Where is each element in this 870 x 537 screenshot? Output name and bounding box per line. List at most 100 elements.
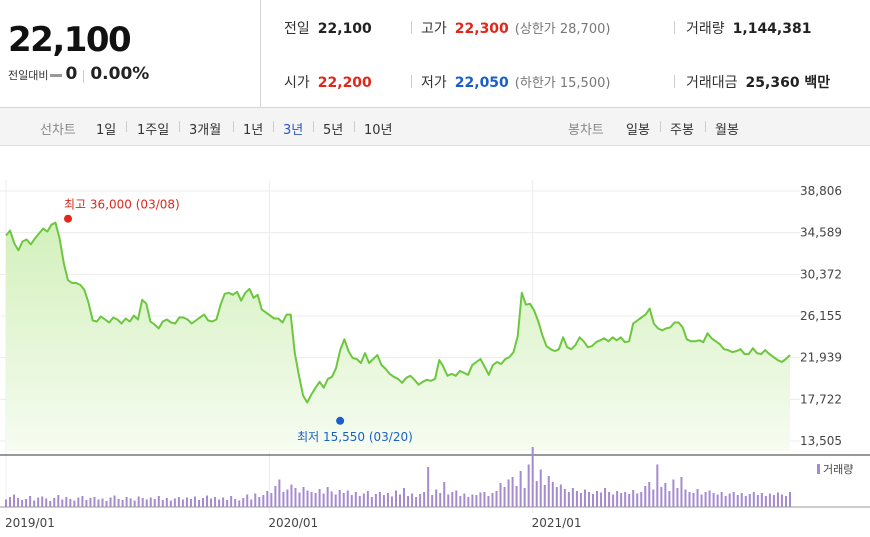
tab-daily[interactable]: 일봉: [626, 123, 650, 138]
volume-bar: [684, 489, 687, 507]
volume-bar: [314, 493, 317, 507]
volume-bar: [234, 499, 237, 507]
upper-limit: (상한가 28,700): [514, 22, 611, 37]
candle-chart-label: 봉차트: [568, 123, 604, 138]
volume-bar: [117, 499, 120, 507]
tab-5y[interactable]: 5년: [323, 123, 344, 138]
tab-1d[interactable]: 1일: [96, 123, 117, 138]
current-price: 22,100: [8, 20, 132, 60]
volume-bar: [173, 498, 176, 507]
volume-bar: [73, 500, 76, 507]
divider: [354, 121, 355, 132]
stat-low: 저가 22,050 (하한가 15,500): [421, 72, 610, 92]
volume-bar: [467, 497, 470, 507]
volume-bar: [77, 497, 80, 507]
volume-bar: [604, 488, 607, 507]
volume-bar: [571, 488, 574, 507]
volume-bar: [21, 500, 24, 507]
volume-bar: [306, 490, 309, 507]
y-tick-label: 26,155: [800, 309, 842, 323]
tab-10y[interactable]: 10년: [364, 123, 393, 138]
volume-bar: [185, 497, 188, 507]
volume-bar: [519, 471, 522, 507]
volume-bar: [471, 494, 474, 507]
stat-label: 고가: [421, 21, 447, 37]
volume-bar: [378, 492, 381, 507]
volume-bar: [41, 496, 44, 507]
tab-3m[interactable]: 3개월: [189, 123, 222, 138]
divider: [126, 121, 127, 132]
volume-bar: [523, 488, 526, 507]
volume-bar: [242, 498, 245, 507]
volume-bar: [210, 498, 213, 507]
volume-bar: [660, 487, 663, 507]
volume-bar: [463, 493, 466, 507]
high-label: 최고 36,000 (03/08): [64, 198, 180, 212]
volume-bar: [399, 494, 402, 507]
lower-limit: (하한가 15,500): [514, 76, 611, 91]
volume-bar: [427, 467, 430, 507]
volume-bar: [547, 476, 550, 507]
volume-bar: [25, 499, 28, 507]
volume-bar: [555, 487, 558, 507]
volume-bar: [266, 491, 269, 507]
volume-bar: [764, 496, 767, 507]
volume-bar: [756, 495, 759, 507]
volume-bar: [403, 488, 406, 507]
volume-bar: [644, 486, 647, 507]
divider: [233, 121, 234, 132]
volume-bar: [415, 497, 418, 507]
volume-bar: [274, 486, 277, 507]
volume-bar: [728, 493, 731, 507]
stat-value: 22,100: [317, 21, 372, 37]
volume-bar: [169, 500, 172, 507]
divider: [411, 21, 412, 34]
y-tick-label: 30,372: [800, 267, 842, 281]
volume-bar: [125, 497, 128, 507]
stat-value: 25,360 백만: [745, 75, 831, 91]
volume-bar: [358, 496, 361, 507]
stat-value: 22,300: [454, 21, 509, 37]
change-row: 전일대비 0 0.00%: [8, 64, 149, 84]
volume-bar: [752, 492, 755, 507]
stat-label: 거래대금: [686, 75, 738, 91]
tab-1w[interactable]: 1주일: [137, 123, 170, 138]
tab-3y[interactable]: 3년: [283, 123, 304, 138]
volume-bar: [238, 500, 241, 507]
volume-bar: [89, 498, 92, 507]
volume-bar: [712, 493, 715, 507]
volume-bar: [262, 495, 265, 507]
divider: [674, 21, 675, 34]
volume-bar: [390, 496, 393, 507]
high-label-date: (03/08): [136, 198, 180, 212]
stat-value: 1,144,381: [732, 21, 812, 37]
volume-bar: [121, 500, 124, 507]
price-line: [5, 221, 791, 404]
stat-value: 22,200: [317, 75, 372, 91]
volume-bar: [69, 499, 72, 507]
volume-bar: [419, 494, 422, 507]
volume-bar: [423, 492, 426, 507]
volume-legend: 거래량: [817, 463, 853, 476]
tab-monthly[interactable]: 월봉: [715, 123, 739, 138]
tab-weekly[interactable]: 주봉: [670, 123, 694, 138]
tab-1y[interactable]: 1년: [243, 123, 264, 138]
volume-bar: [374, 494, 377, 507]
volume-bar: [290, 484, 293, 507]
volume-bar: [129, 498, 132, 507]
volume-bar: [386, 493, 389, 507]
divider: [705, 121, 706, 132]
volume-bar: [716, 494, 719, 507]
volume-bar: [656, 464, 659, 507]
volume-bar: [45, 498, 48, 507]
volume-bar: [495, 491, 498, 507]
stat-open: 시가 22,200: [284, 72, 372, 92]
volume-bar: [736, 495, 739, 507]
x-tick-label: 2019/01: [5, 516, 55, 530]
volume-bar: [330, 491, 333, 507]
volume-bar: [720, 492, 723, 507]
y-tick-label: 13,505: [800, 434, 842, 448]
y-tick-label: 21,939: [800, 351, 842, 365]
volume-bar: [724, 496, 727, 507]
line-chart-label: 선차트: [40, 123, 76, 138]
